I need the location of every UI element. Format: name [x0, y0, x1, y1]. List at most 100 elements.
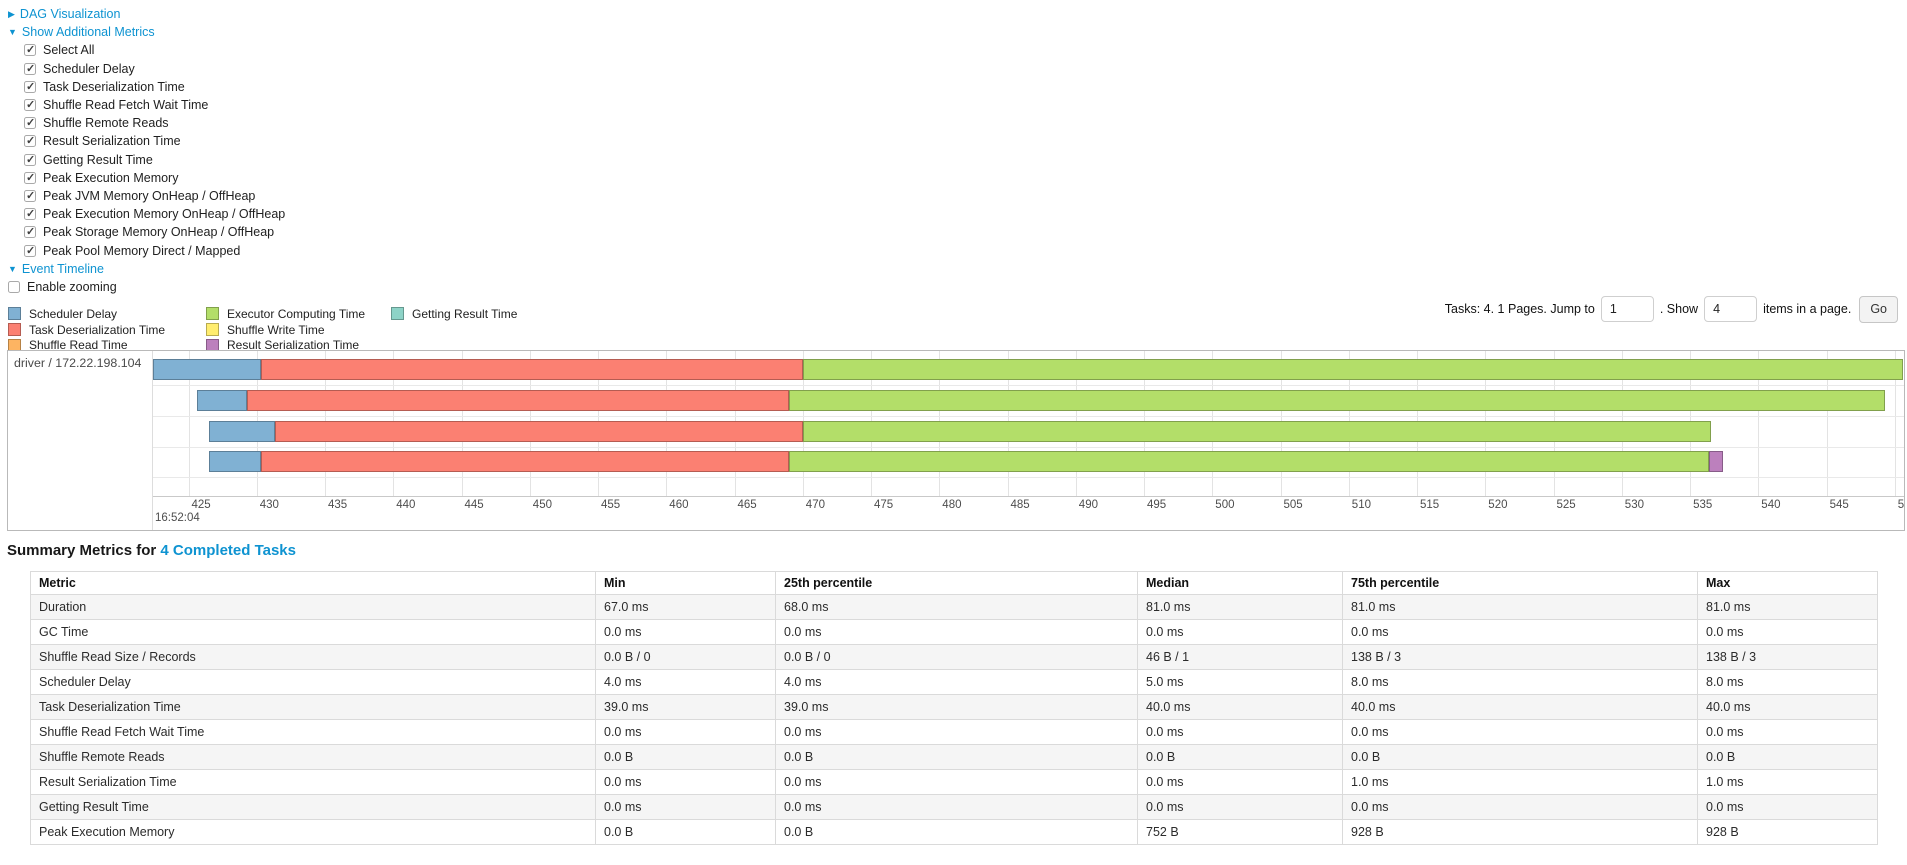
axis-tick-label: 470 [805, 499, 825, 511]
enable-zooming-row[interactable]: Enable zooming [8, 278, 285, 296]
metric-checkbox-label[interactable]: Result Serialization Time [43, 134, 181, 149]
dag-visualization-link[interactable]: DAG Visualization [19, 7, 121, 22]
metric-checkbox-checked[interactable] [24, 134, 36, 148]
metric-checkbox-row[interactable]: Peak Execution Memory [24, 169, 285, 187]
timeline-bar-segment[interactable] [260, 359, 803, 380]
timeline-bar-segment[interactable] [260, 451, 790, 472]
metric-checkbox-row[interactable]: Peak JVM Memory OnHeap / OffHeap [24, 187, 285, 205]
metric-value-cell: 0.0 ms [1697, 719, 1878, 745]
timeline-bar-segment[interactable] [1709, 451, 1723, 472]
timeline-bar-segment[interactable] [802, 359, 1903, 380]
metric-checkbox-row[interactable]: Select All [24, 41, 285, 59]
event-timeline-toggle[interactable]: ▼ Event Timeline [8, 260, 285, 278]
show-additional-metrics-toggle[interactable]: ▼ Show Additional Metrics [8, 23, 285, 41]
collapsed-arrow-icon: ▶ [8, 8, 15, 19]
legend-color-swatch [206, 307, 219, 321]
metric-name-cell: Task Deserialization Time [30, 694, 596, 720]
metric-checkbox-row[interactable]: Shuffle Remote Reads [24, 114, 285, 132]
metric-checkbox-checked[interactable] [24, 43, 36, 57]
axis-tick-label: 500 [1215, 499, 1235, 511]
metric-checkbox-label[interactable]: Peak Execution Memory OnHeap / OffHeap [43, 207, 286, 222]
metric-checkbox-row[interactable]: Peak Execution Memory OnHeap / OffHeap [24, 205, 285, 223]
task-pagination: Tasks: 4. 1 Pages. Jump to . Show items … [1445, 295, 1898, 323]
axis-gridline [188, 351, 190, 496]
metric-value-cell: 4.0 ms [775, 669, 1138, 695]
legend-item: Task Deserialization Time [8, 322, 206, 338]
timeline-bar-segment[interactable] [153, 359, 261, 380]
timeline-bar-segment[interactable] [196, 390, 248, 411]
legend-color-swatch [8, 307, 21, 321]
event-timeline-link[interactable]: Event Timeline [21, 261, 104, 276]
metric-checkbox-label[interactable]: Peak Storage Memory OnHeap / OffHeap [43, 225, 275, 240]
metric-checkbox-row[interactable]: Getting Result Time [24, 151, 285, 169]
axis-tick-label: 510 [1351, 499, 1371, 511]
summary-column-header: Max [1697, 571, 1878, 595]
completed-tasks-link[interactable]: 4 Completed Tasks [160, 542, 296, 559]
metric-checkbox-checked[interactable] [24, 98, 36, 112]
metric-value-cell: 138 B / 3 [1697, 644, 1878, 670]
metric-checkbox-label[interactable]: Shuffle Remote Reads [43, 116, 169, 131]
metric-value-cell: 0.0 ms [1137, 619, 1343, 645]
summary-column-header: 75th percentile [1342, 571, 1698, 595]
axis-tick-label: 450 [532, 499, 552, 511]
metric-checkbox-row[interactable]: Scheduler Delay [24, 60, 285, 78]
axis-gridline [1758, 351, 1760, 496]
metric-value-cell: 0.0 B [1697, 744, 1878, 770]
axis-tick-label: 550 [1897, 499, 1905, 511]
metric-checkbox-label[interactable]: Task Deserialization Time [43, 79, 185, 94]
timeline-bar-segment[interactable] [247, 390, 790, 411]
metric-checkbox-label[interactable]: Getting Result Time [43, 152, 153, 167]
timeline-row-separator [8, 416, 1904, 417]
metric-checkbox-checked[interactable] [24, 80, 36, 93]
go-button[interactable]: Go [1859, 295, 1898, 323]
metric-checkbox-label[interactable]: Shuffle Read Fetch Wait Time [43, 98, 209, 113]
metric-checkbox-checked[interactable] [24, 225, 36, 239]
metric-value-cell: 68.0 ms [775, 594, 1138, 620]
timeline-bar-segment[interactable] [789, 451, 1710, 472]
timeline-bar-segment[interactable] [274, 421, 803, 442]
metric-value-cell: 0.0 B [595, 819, 776, 845]
metric-checkbox-row[interactable]: Shuffle Read Fetch Wait Time [24, 96, 285, 114]
items-per-page-input[interactable] [1704, 296, 1758, 322]
metric-checkbox-checked[interactable] [24, 116, 36, 130]
metric-checkbox-label[interactable]: Peak Pool Memory Direct / Mapped [43, 243, 241, 258]
axis-tick-label: 545 [1829, 499, 1849, 511]
axis-tick-label: 530 [1624, 499, 1644, 511]
timeline-bar-segment[interactable] [789, 390, 1886, 411]
tasks-count-text: Tasks: 4. 1 Pages. Jump to [1444, 302, 1595, 316]
metric-checkbox-label[interactable]: Scheduler Delay [43, 61, 135, 76]
metric-value-cell: 0.0 ms [775, 769, 1138, 795]
legend-item: Getting Result Time [391, 306, 517, 322]
metric-name-cell: Shuffle Remote Reads [30, 744, 596, 770]
metric-checkbox-label[interactable]: Peak JVM Memory OnHeap / OffHeap [43, 188, 256, 203]
axis-tick-label: 440 [396, 499, 416, 511]
summary-table-header-row: Metric Min 25th percentile Median 75th perce… [30, 571, 1878, 595]
jump-to-page-input[interactable] [1600, 296, 1654, 322]
dag-visualization-toggle[interactable]: ▶ DAG Visualization [8, 5, 285, 23]
axis-tick-label: 425 [191, 499, 211, 511]
metric-checkbox-row[interactable]: Peak Storage Memory OnHeap / OffHeap [24, 223, 285, 241]
legend-item-label: Result Serialization Time [227, 338, 360, 353]
metric-checkbox-row[interactable]: Peak Pool Memory Direct / Mapped [24, 241, 285, 259]
timeline-bar-segment[interactable] [209, 421, 275, 442]
timeline-bar-segment[interactable] [802, 421, 1711, 442]
metric-value-cell: 8.0 ms [1342, 669, 1698, 695]
metric-checkbox-checked[interactable] [24, 207, 36, 221]
show-additional-metrics-link[interactable]: Show Additional Metrics [21, 25, 155, 40]
enable-zooming-label[interactable]: Enable zooming [27, 279, 117, 294]
metric-checkbox-checked[interactable] [24, 189, 36, 202]
axis-tick-label: 540 [1761, 499, 1781, 511]
metric-checkbox-label[interactable]: Select All [43, 43, 95, 58]
metric-value-cell: 1.0 ms [1342, 769, 1698, 795]
metric-checkbox-checked[interactable] [24, 153, 36, 166]
metric-checkbox-row[interactable]: Task Deserialization Time [24, 78, 285, 96]
timeline-bar-segment[interactable] [209, 451, 261, 472]
enable-zooming-checkbox[interactable] [8, 280, 20, 293]
metric-checkbox-row[interactable]: Result Serialization Time [24, 132, 285, 150]
metric-checkbox-checked[interactable] [24, 244, 36, 257]
metric-checkbox-label[interactable]: Peak Execution Memory [43, 170, 179, 185]
metric-checkbox-checked[interactable] [24, 171, 36, 184]
metric-name-cell: Peak Execution Memory [30, 819, 596, 845]
metric-checkbox-checked[interactable] [24, 62, 36, 75]
metric-name-cell: Getting Result Time [30, 794, 596, 820]
